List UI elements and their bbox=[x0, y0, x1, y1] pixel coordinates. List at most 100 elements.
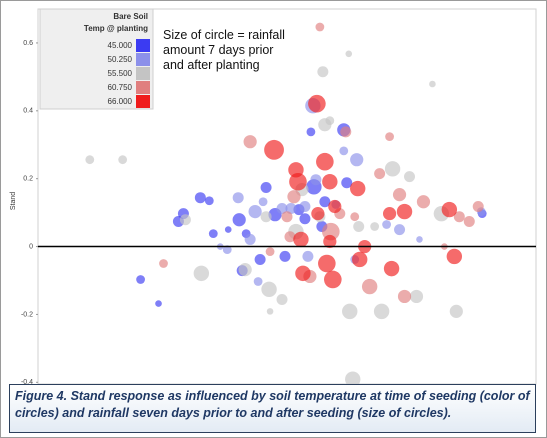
bubble bbox=[385, 132, 394, 142]
bubble bbox=[352, 251, 368, 268]
bubble bbox=[342, 303, 358, 320]
legend-title: Temp @ planting bbox=[84, 24, 148, 33]
bubble bbox=[319, 196, 331, 208]
bubble bbox=[261, 281, 277, 298]
bubble bbox=[287, 190, 301, 204]
bubble bbox=[194, 192, 206, 204]
legend-box bbox=[39, 8, 154, 110]
bubble bbox=[159, 259, 168, 268]
bubble bbox=[404, 171, 416, 183]
bubble bbox=[340, 126, 352, 138]
bubble bbox=[260, 211, 272, 223]
bubble bbox=[118, 155, 128, 165]
bubble bbox=[136, 275, 145, 284]
bubble bbox=[306, 127, 316, 137]
bubble bbox=[266, 308, 274, 315]
bubble bbox=[392, 188, 407, 202]
bubble bbox=[284, 231, 296, 243]
bubble bbox=[397, 289, 412, 304]
bubble bbox=[302, 250, 314, 262]
bubble bbox=[281, 211, 293, 223]
bubble bbox=[311, 207, 325, 221]
bubble bbox=[222, 245, 232, 255]
bubble bbox=[429, 80, 436, 88]
bubble bbox=[394, 224, 406, 236]
bubble bbox=[382, 220, 391, 229]
bubble bbox=[416, 195, 431, 209]
bubble bbox=[204, 196, 214, 206]
bubble bbox=[361, 278, 378, 295]
legend-title: Bare Soil bbox=[113, 12, 148, 21]
bubble bbox=[323, 234, 337, 249]
bubble bbox=[316, 152, 334, 171]
bubble bbox=[253, 277, 263, 286]
bubble bbox=[258, 197, 268, 207]
legend-swatch bbox=[136, 67, 150, 80]
bubble bbox=[382, 207, 397, 221]
annotation: Size of circle = rainfall amount 7 days … bbox=[163, 28, 285, 72]
legend-label: 45.000 bbox=[108, 41, 133, 50]
bubble bbox=[350, 212, 360, 222]
bubble bbox=[293, 231, 309, 248]
bubble bbox=[285, 203, 297, 215]
bubble bbox=[155, 300, 162, 307]
bubble bbox=[244, 233, 256, 245]
y-tick-label: 0.4 bbox=[23, 108, 33, 115]
bubble bbox=[276, 203, 288, 215]
y-tick-label: 0 bbox=[29, 243, 33, 250]
y-tick-label: 0.6 bbox=[23, 40, 33, 47]
bubble bbox=[463, 215, 475, 227]
bubble bbox=[370, 222, 380, 231]
bubble bbox=[264, 139, 284, 160]
legend-label: 50.250 bbox=[108, 55, 133, 64]
bubble bbox=[322, 174, 338, 190]
bubble bbox=[350, 153, 364, 167]
bubble bbox=[179, 214, 191, 226]
bubble bbox=[345, 371, 361, 387]
y-tick-label: -0.2 bbox=[21, 311, 33, 318]
bubble bbox=[299, 213, 311, 225]
legend-label: 55.500 bbox=[108, 69, 133, 78]
bubble bbox=[276, 293, 288, 305]
legend-swatch bbox=[136, 95, 150, 108]
bubble bbox=[396, 203, 413, 220]
legend-swatch bbox=[136, 53, 150, 66]
bubble bbox=[193, 265, 210, 282]
bubble bbox=[453, 211, 465, 223]
bubble bbox=[299, 201, 311, 213]
bubble bbox=[260, 182, 272, 194]
y-axis-label: Stand bbox=[10, 192, 17, 210]
bubble bbox=[85, 155, 95, 165]
bubble bbox=[238, 263, 252, 277]
bubble bbox=[350, 180, 366, 197]
bubble bbox=[279, 250, 291, 262]
bubble bbox=[243, 135, 257, 149]
bubble bbox=[232, 213, 246, 227]
bubble bbox=[289, 172, 307, 191]
bubble bbox=[472, 201, 484, 213]
bubble bbox=[409, 289, 424, 304]
bubble bbox=[315, 22, 325, 32]
bubble bbox=[318, 254, 336, 273]
bubble bbox=[325, 116, 335, 126]
legend-label: 66.000 bbox=[108, 97, 133, 106]
bubble bbox=[308, 94, 326, 113]
legend-swatch bbox=[136, 81, 150, 94]
bubble bbox=[310, 174, 322, 186]
bubble bbox=[317, 66, 329, 78]
bubble bbox=[383, 260, 400, 277]
y-tick-label: 0.2 bbox=[23, 176, 33, 183]
bubble bbox=[446, 248, 463, 265]
bubble bbox=[416, 236, 423, 243]
legend-label: 60.750 bbox=[108, 83, 133, 92]
bubble bbox=[254, 253, 266, 265]
y-tick-label: -0.4 bbox=[21, 379, 33, 386]
bubble bbox=[232, 192, 244, 204]
bubble bbox=[449, 304, 463, 318]
bubble bbox=[341, 177, 353, 189]
bubble bbox=[441, 201, 458, 218]
bubble bbox=[248, 205, 262, 219]
bubble bbox=[208, 229, 218, 239]
bubble bbox=[374, 168, 386, 180]
